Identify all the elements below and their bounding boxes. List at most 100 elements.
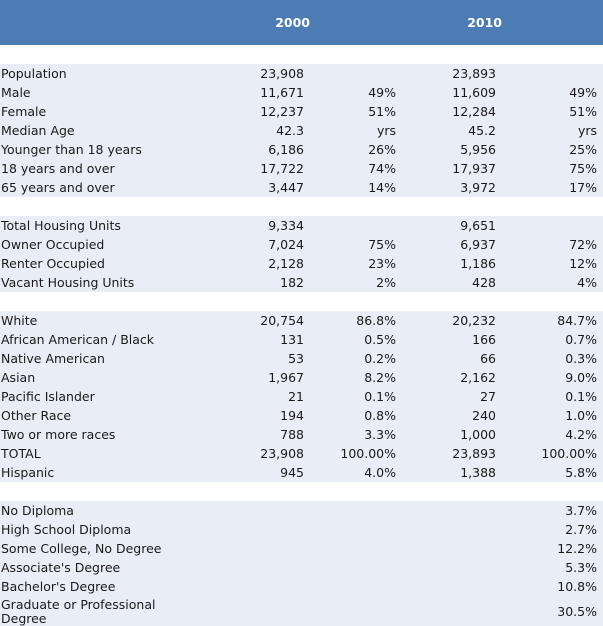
value-2010: 1,000 — [402, 425, 502, 444]
row-label: Graduate or Professional Degree — [0, 596, 200, 626]
section-spacer — [0, 482, 603, 501]
percent-2000 — [310, 216, 402, 235]
value-2000: 945 — [200, 463, 310, 482]
row-label: Vacant Housing Units — [0, 273, 200, 292]
table-row: Associate's Degree 5.3% — [0, 558, 603, 577]
spacer-cell — [0, 197, 603, 216]
row-label: White — [0, 311, 200, 330]
row-label: No Diploma — [0, 501, 200, 520]
table-row: Renter Occupied 2,128 23% 1,186 12% — [0, 254, 603, 273]
percent-2010 — [502, 64, 603, 83]
value-2010: 66 — [402, 349, 502, 368]
percent-2000 — [310, 596, 402, 626]
value-2010: 9,651 — [402, 216, 502, 235]
row-label: Owner Occupied — [0, 235, 200, 254]
row-label: Population — [0, 64, 200, 83]
percent-2000: 0.2% — [310, 349, 402, 368]
table-row: Native American 53 0.2% 66 0.3% — [0, 349, 603, 368]
percent-2010: 3.7% — [502, 501, 603, 520]
percent-2010: 0.3% — [502, 349, 603, 368]
percent-2010: 0.1% — [502, 387, 603, 406]
percent-2000: 0.8% — [310, 406, 402, 425]
percent-2010: 84.7% — [502, 311, 603, 330]
value-2010: 45.2 — [402, 121, 502, 140]
table-row: 65 years and over 3,447 14% 3,972 17% — [0, 178, 603, 197]
value-2000: 182 — [200, 273, 310, 292]
row-label: Some College, No Degree — [0, 539, 200, 558]
header-year-2000: 2000 — [200, 0, 310, 45]
row-label: Younger than 18 years — [0, 140, 200, 159]
spacer-cell — [0, 45, 603, 64]
spacer-cell — [0, 482, 603, 501]
table-row: TOTAL 23,908 100.00% 23,893 100.00% — [0, 444, 603, 463]
percent-2010: 5.8% — [502, 463, 603, 482]
percent-2010: 49% — [502, 83, 603, 102]
value-2000 — [200, 520, 310, 539]
value-2000: 53 — [200, 349, 310, 368]
percent-2000: 4.0% — [310, 463, 402, 482]
percent-2010: 17% — [502, 178, 603, 197]
table-row: Younger than 18 years 6,186 26% 5,956 25% — [0, 140, 603, 159]
spacer-cell — [0, 292, 603, 311]
percent-2000: 100.00% — [310, 444, 402, 463]
row-label: Male — [0, 83, 200, 102]
value-2010: 6,937 — [402, 235, 502, 254]
percent-2000 — [310, 64, 402, 83]
table-row: Pacific Islander 21 0.1% 27 0.1% — [0, 387, 603, 406]
section-spacer — [0, 197, 603, 216]
value-2010: 240 — [402, 406, 502, 425]
percent-2010: 100.00% — [502, 444, 603, 463]
percent-2000: 0.1% — [310, 387, 402, 406]
row-label: 65 years and over — [0, 178, 200, 197]
percent-2000: 3.3% — [310, 425, 402, 444]
row-label: Asian — [0, 368, 200, 387]
percent-2000 — [310, 577, 402, 596]
value-2010 — [402, 596, 502, 626]
row-label: Associate's Degree — [0, 558, 200, 577]
percent-2000: 86.8% — [310, 311, 402, 330]
percent-2010: 5.3% — [502, 558, 603, 577]
row-label: Renter Occupied — [0, 254, 200, 273]
table-row: African American / Black 131 0.5% 166 0.7% — [0, 330, 603, 349]
table-body: Population 23,908 23,893 Male 11,671 49% 11,60… — [0, 45, 603, 626]
table-row: Male 11,671 49% 11,609 49% — [0, 83, 603, 102]
value-2010 — [402, 501, 502, 520]
percent-2010: 75% — [502, 159, 603, 178]
value-2000: 9,334 — [200, 216, 310, 235]
value-2000: 21 — [200, 387, 310, 406]
row-label: Other Race — [0, 406, 200, 425]
table-row: Female 12,237 51% 12,284 51% — [0, 102, 603, 121]
percent-2000: 0.5% — [310, 330, 402, 349]
percent-2010: 72% — [502, 235, 603, 254]
percent-2010: yrs — [502, 121, 603, 140]
table-row: Some College, No Degree 12.2% — [0, 539, 603, 558]
table-row: Other Race 194 0.8% 240 1.0% — [0, 406, 603, 425]
table-row: Median Age 42.3 yrs 45.2 yrs — [0, 121, 603, 140]
value-2000: 194 — [200, 406, 310, 425]
table-row: Hispanic 945 4.0% 1,388 5.8% — [0, 463, 603, 482]
percent-2000: 26% — [310, 140, 402, 159]
value-2010 — [402, 539, 502, 558]
value-2000: 23,908 — [200, 64, 310, 83]
value-2010: 166 — [402, 330, 502, 349]
value-2000 — [200, 539, 310, 558]
section-spacer — [0, 45, 603, 64]
value-2000: 1,967 — [200, 368, 310, 387]
value-2010: 27 — [402, 387, 502, 406]
table-row: Population 23,908 23,893 — [0, 64, 603, 83]
value-2010: 2,162 — [402, 368, 502, 387]
percent-2010: 12% — [502, 254, 603, 273]
percent-2000: 23% — [310, 254, 402, 273]
table-row: Owner Occupied 7,024 75% 6,937 72% — [0, 235, 603, 254]
value-2010 — [402, 520, 502, 539]
value-2010 — [402, 558, 502, 577]
table-row: Total Housing Units 9,334 9,651 — [0, 216, 603, 235]
value-2000: 7,024 — [200, 235, 310, 254]
value-2010: 1,388 — [402, 463, 502, 482]
value-2010: 17,937 — [402, 159, 502, 178]
row-label: Female — [0, 102, 200, 121]
value-2010: 23,893 — [402, 64, 502, 83]
value-2010: 23,893 — [402, 444, 502, 463]
percent-2010: 51% — [502, 102, 603, 121]
percent-2010: 25% — [502, 140, 603, 159]
